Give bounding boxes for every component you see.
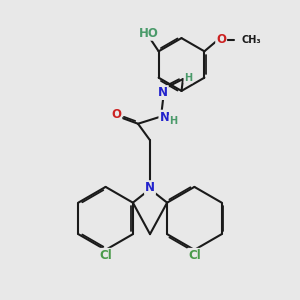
Text: N: N bbox=[158, 86, 168, 99]
Text: N: N bbox=[145, 181, 155, 194]
Text: Cl: Cl bbox=[188, 249, 201, 262]
Text: CH₃: CH₃ bbox=[242, 35, 262, 45]
Text: HO: HO bbox=[139, 27, 159, 40]
Text: N: N bbox=[159, 111, 170, 124]
Text: O: O bbox=[216, 33, 226, 46]
Text: H: H bbox=[169, 116, 178, 126]
Text: Cl: Cl bbox=[99, 249, 112, 262]
Text: O: O bbox=[111, 108, 122, 121]
Text: H: H bbox=[184, 73, 193, 82]
